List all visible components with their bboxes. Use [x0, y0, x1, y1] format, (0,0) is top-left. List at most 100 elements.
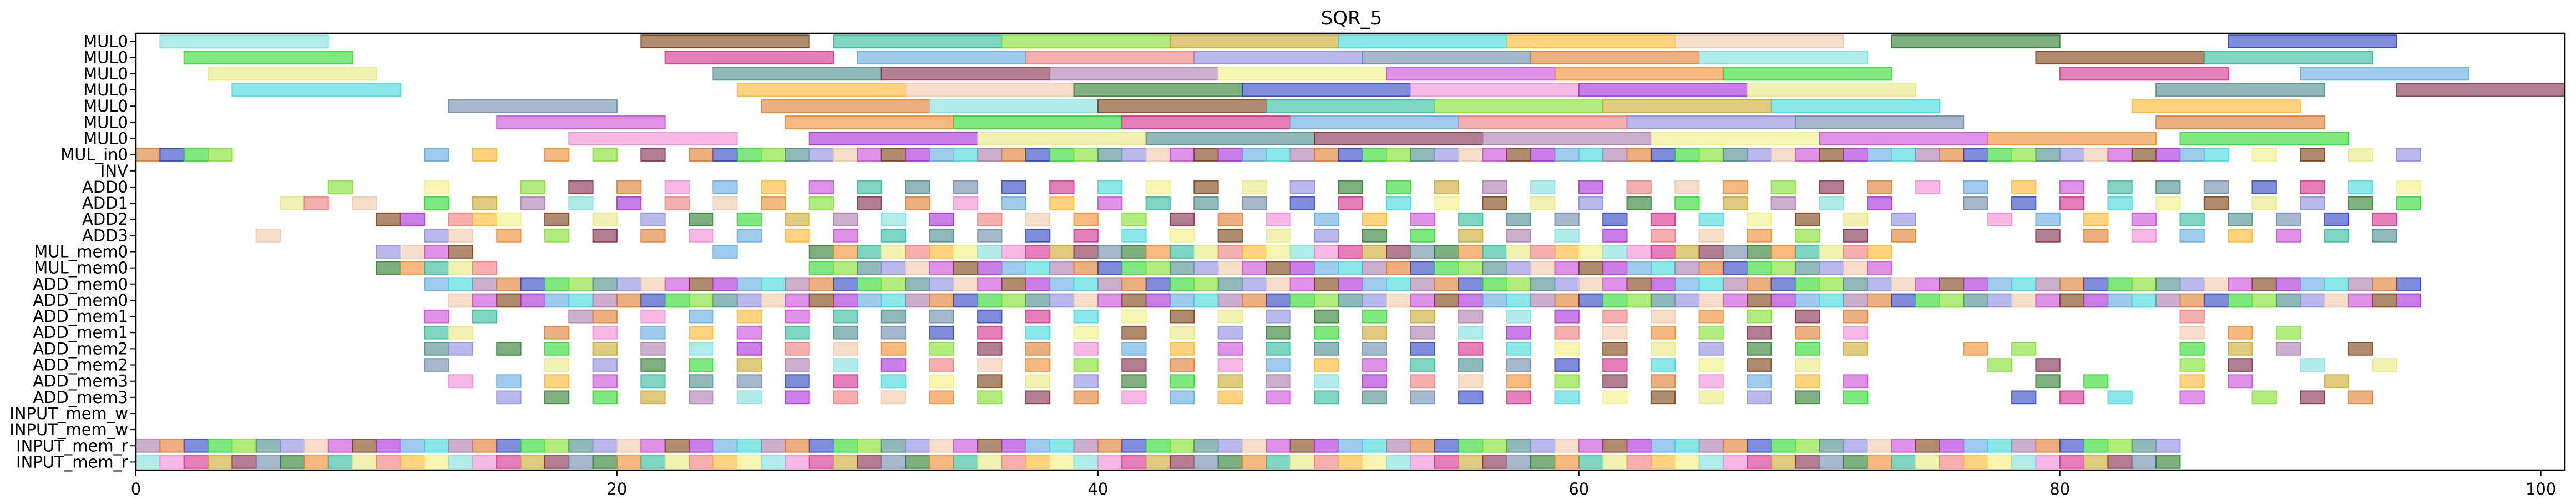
task-bar — [424, 261, 449, 275]
task-bar — [664, 180, 690, 194]
y-tick-label: ADD_mem3 — [33, 372, 128, 391]
task-bar — [568, 132, 738, 145]
task-bar — [1506, 358, 1532, 372]
task-bar — [736, 342, 762, 356]
task-bar — [1578, 293, 1604, 308]
task-bar — [1410, 455, 1435, 469]
task-bar — [833, 325, 858, 340]
task-bar — [1963, 455, 1988, 469]
task-bar — [1410, 261, 1435, 275]
task-bar — [1626, 196, 1652, 210]
task-bar — [2155, 115, 2325, 129]
task-bar — [448, 293, 473, 308]
task-bar — [977, 228, 1003, 243]
task-bar — [640, 342, 666, 356]
task-bar — [785, 325, 810, 340]
task-bar — [640, 228, 666, 243]
task-bar — [1073, 455, 1099, 469]
task-bar — [688, 293, 714, 308]
task-bar — [2107, 455, 2133, 469]
task-bar — [1578, 180, 1604, 194]
task-bar — [1891, 212, 1916, 226]
task-bar — [785, 293, 810, 308]
task-bar — [2155, 277, 2181, 291]
task-bar — [2107, 180, 2133, 194]
y-tick-label: ADD_mem2 — [33, 339, 128, 358]
task-bar — [1482, 455, 1507, 469]
task-bar — [1121, 293, 1147, 308]
task-bar — [1410, 293, 1435, 308]
y-axis: MUL0MUL0MUL0MUL0MUL0MUL0MUL0MUL_in0INVAD… — [9, 32, 136, 471]
task-bar — [977, 325, 1003, 340]
task-bar — [833, 293, 858, 308]
task-bar — [1650, 390, 1676, 405]
task-bar — [1001, 293, 1026, 308]
task-bar — [880, 228, 907, 243]
task-bar — [1987, 293, 2013, 308]
task-bar — [1241, 455, 1267, 469]
task-bar — [1458, 277, 1484, 291]
task-bar — [1891, 277, 1916, 291]
task-bar — [1458, 358, 1484, 372]
task-bar — [785, 438, 810, 453]
task-bar — [520, 438, 545, 453]
task-bar — [1241, 277, 1267, 291]
task-bar — [183, 148, 209, 162]
task-bar — [1121, 115, 1291, 129]
task-bar — [1674, 438, 1700, 453]
task-bar — [1169, 455, 1195, 469]
task-bar — [1794, 212, 1820, 226]
task-bar — [1217, 67, 1388, 81]
task-bar — [1866, 148, 1892, 162]
task-bar — [2275, 212, 2301, 226]
task-bar — [1530, 196, 1556, 210]
task-bar — [1217, 293, 1243, 308]
task-bar — [1145, 180, 1171, 194]
task-bar — [1410, 390, 1435, 405]
task-bar — [1722, 180, 1748, 194]
task-bar — [1626, 455, 1652, 469]
task-bar — [399, 245, 426, 259]
task-bar — [905, 293, 930, 308]
task-bar — [1362, 228, 1388, 243]
task-bar — [448, 261, 473, 275]
task-bar — [1770, 261, 1796, 275]
task-bar — [2347, 277, 2373, 291]
task-bar — [1698, 390, 1724, 405]
task-bar — [880, 342, 907, 356]
task-bar — [2155, 293, 2181, 308]
task-bar — [1266, 212, 1291, 226]
task-bar — [712, 245, 738, 259]
task-bar — [1097, 245, 1123, 259]
task-bar — [1049, 293, 1075, 308]
task-bar — [2155, 180, 2181, 194]
task-bar — [833, 148, 858, 162]
task-bar — [1794, 293, 1820, 308]
task-bar — [1266, 374, 1291, 389]
task-bar — [2107, 148, 2133, 162]
task-bar — [1554, 245, 1580, 259]
task-bar — [496, 342, 522, 356]
task-bar — [977, 148, 1003, 162]
y-tick-label: INPUT_mem_w — [9, 420, 128, 439]
task-bar — [1819, 180, 1844, 194]
task-bar — [1386, 455, 1411, 469]
task-bar — [1722, 438, 1748, 453]
task-bar — [1049, 245, 1075, 259]
task-bar — [2179, 228, 2205, 243]
task-bar — [880, 277, 907, 291]
task-bar — [616, 196, 642, 210]
task-bar — [1482, 148, 1507, 162]
task-bar — [785, 309, 810, 324]
task-bar — [1722, 196, 1748, 210]
task-bar — [1025, 455, 1051, 469]
task-bar — [1145, 245, 1171, 259]
task-bar — [2396, 196, 2421, 210]
y-tick-label: MUL_in0 — [60, 145, 128, 164]
task-bar — [1217, 390, 1243, 405]
task-bar — [929, 228, 954, 243]
task-bar — [2155, 438, 2181, 453]
task-bar — [1602, 99, 1772, 113]
task-bar — [2203, 196, 2229, 210]
task-bar — [1602, 148, 1628, 162]
